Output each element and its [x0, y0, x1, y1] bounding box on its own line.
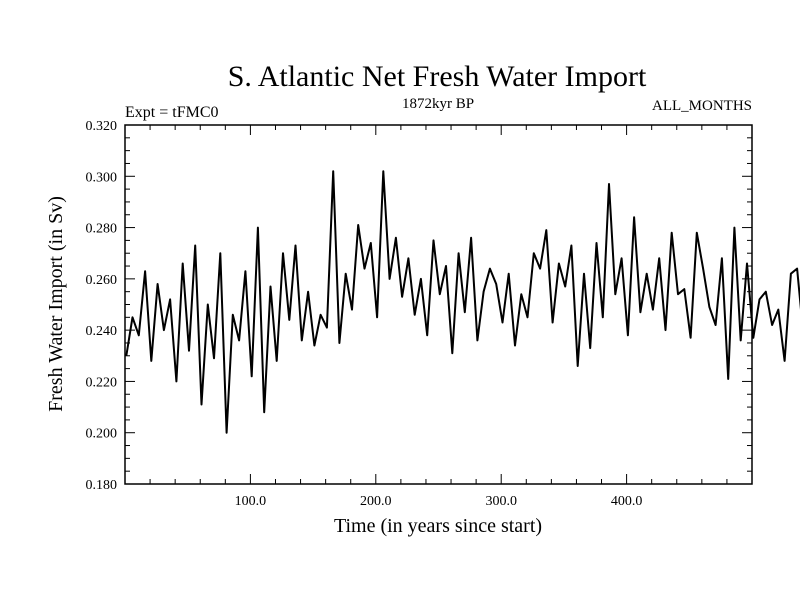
x-tick-label: 100.0 [235, 494, 267, 509]
months-label: ALL_MONTHS [652, 98, 752, 114]
y-tick-label: 0.280 [86, 222, 118, 237]
y-axis-label: Fresh Water Import (in Sv) [45, 196, 67, 412]
x-axis-label: Time (in years since start) [334, 515, 542, 537]
chart-title: S. Atlantic Net Fresh Water Import [228, 60, 647, 93]
x-tick-label: 200.0 [360, 494, 392, 509]
plot-frame [124, 124, 753, 485]
x-tick-label: 300.0 [485, 494, 517, 509]
y-tick-label: 0.180 [86, 478, 118, 493]
y-tick-label: 0.260 [86, 273, 118, 288]
y-axis-ticks: 0.180 0.200 0.220 0.240 0.260 0.280 0.300 0.320 [86, 119, 752, 493]
x-tick-label: 400.0 [611, 494, 643, 509]
y-tick-label: 0.200 [86, 427, 118, 442]
fresh-water-import-series-line [125, 170, 800, 434]
time-label: 1872kyr BP [402, 96, 474, 112]
x-axis-ticks: 100.0 200.0 300.0 400.0 [149, 125, 728, 509]
y-tick-label: 0.220 [86, 375, 118, 390]
y-tick-label: 0.300 [86, 170, 118, 185]
y-tick-label: 0.240 [86, 324, 118, 339]
y-tick-label: 0.320 [86, 119, 118, 134]
experiment-label: Expt = tFMC0 [125, 104, 218, 121]
